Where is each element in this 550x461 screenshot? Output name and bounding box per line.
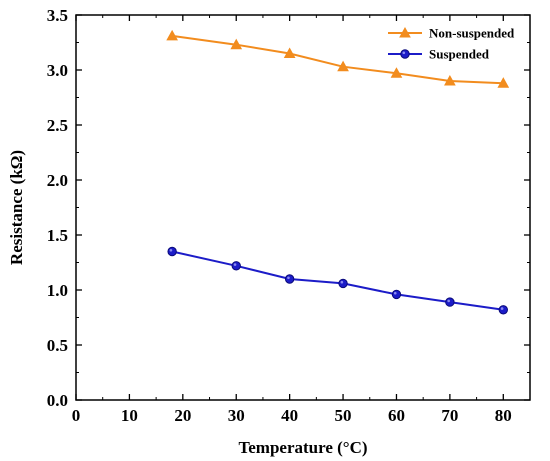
y-axis-title: Resistance (kΩ) <box>7 150 26 265</box>
data-point <box>283 47 296 58</box>
axis-ticks: 0 10 20 30 40 50 60 70 80 0.0 0.5 1.0 1.5 2.0 2.5 3.0 3.… <box>47 6 530 425</box>
legend-label: Suspended <box>429 47 490 62</box>
marker-highlight <box>340 280 344 284</box>
y-tick-label: 2.0 <box>47 171 68 190</box>
data-point <box>338 278 348 289</box>
marker-highlight <box>169 249 173 252</box>
x-tick-label: 60 <box>388 406 405 425</box>
y-tick-label: 3.0 <box>47 61 68 80</box>
legend-item-non-suspended: Non-suspended <box>388 26 515 41</box>
x-tick-label: 80 <box>495 406 512 425</box>
marker-highlight <box>447 299 450 303</box>
x-tick-label: 20 <box>174 406 191 425</box>
x-axis-title: Temperature (°C) <box>238 438 367 457</box>
y-tick-label: 0.0 <box>47 391 68 410</box>
y-tick-label: 2.5 <box>47 116 68 135</box>
marker-highlight <box>393 291 397 295</box>
data-point <box>231 261 241 271</box>
marker-highlight <box>287 276 290 280</box>
x-tick-label: 30 <box>228 406 245 425</box>
data-point <box>167 246 177 257</box>
series-suspended <box>167 246 508 315</box>
marker-highlight <box>402 51 406 55</box>
data-point <box>337 60 349 72</box>
marker-highlight <box>233 263 237 266</box>
x-tick-label: 70 <box>441 406 458 425</box>
legend-item-suspended: Suspended <box>388 47 490 62</box>
x-tick-label: 10 <box>121 406 138 425</box>
legend: Non-suspended Suspended <box>388 26 515 62</box>
data-point <box>166 29 178 41</box>
series-layer <box>166 29 510 315</box>
data-point <box>284 274 295 284</box>
plot-frame <box>75 14 531 401</box>
data-point <box>445 297 455 307</box>
x-tick-label: 0 <box>72 406 81 425</box>
legend-marker <box>400 49 410 59</box>
data-point <box>497 77 510 88</box>
data-point <box>498 305 508 315</box>
y-tick-label: 1.0 <box>47 281 68 300</box>
y-tick-label: 0.5 <box>47 336 68 355</box>
plot-axes <box>75 14 531 401</box>
data-point <box>391 289 402 300</box>
x-tick-label: 40 <box>281 406 298 425</box>
series-non-suspended <box>166 29 510 88</box>
marker-highlight <box>500 307 504 310</box>
y-tick-label: 1.5 <box>47 226 68 245</box>
data-point <box>390 67 403 78</box>
y-tick-label: 3.5 <box>47 6 68 25</box>
data-point <box>230 38 243 50</box>
x-tick-label: 50 <box>335 406 352 425</box>
legend-label: Non-suspended <box>429 26 515 41</box>
legend-marker <box>399 26 411 38</box>
data-point <box>444 74 456 86</box>
